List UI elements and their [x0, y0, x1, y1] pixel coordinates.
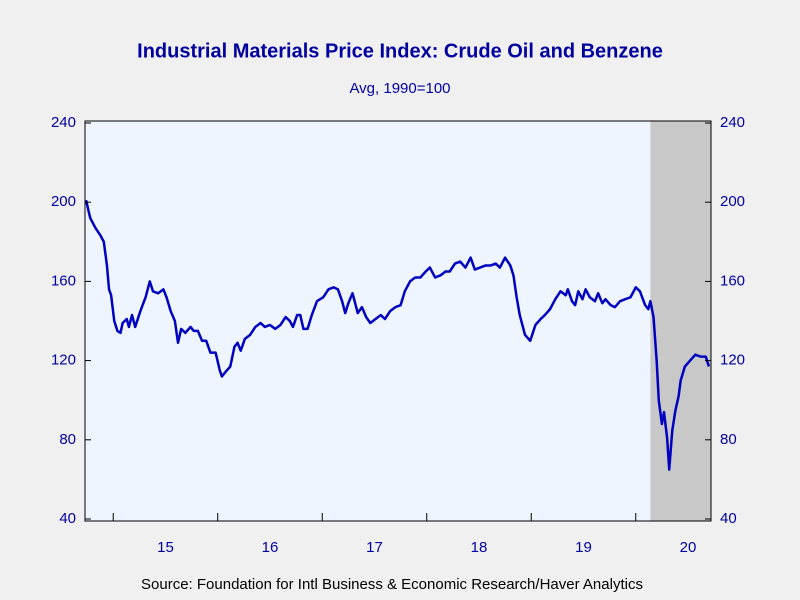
y-tick-label: 200	[51, 193, 76, 210]
x-tick-label: 16	[262, 539, 279, 556]
plot-frame	[84, 120, 712, 522]
y2-tick-label: 80	[720, 431, 737, 448]
y-tick-label: 120	[51, 352, 76, 369]
y-tick-label: 80	[59, 431, 76, 448]
y-tick-label: 240	[51, 114, 76, 131]
x-tick-label: 20	[680, 539, 697, 556]
y2-tick-label: 40	[720, 510, 737, 527]
series-line	[84, 199, 711, 471]
chart-subtitle: Avg, 1990=100	[349, 80, 450, 97]
y2-tick-label: 120	[720, 352, 745, 369]
x-tick-label: 18	[471, 539, 488, 556]
source: Source: Foundation for Intl Business & E…	[141, 576, 643, 593]
plot-layer	[84, 121, 711, 521]
y2-tick-label: 200	[720, 193, 745, 210]
y-tick-label: 160	[51, 272, 76, 289]
x-tick-label: 19	[575, 539, 592, 556]
plot-area	[85, 121, 711, 521]
chart-title: Industrial Materials Price Index: Crude …	[137, 40, 663, 62]
x-tick-label: 17	[366, 539, 383, 556]
x-tick-label: 15	[157, 539, 174, 556]
y-tick-label: 40	[59, 510, 76, 527]
recession-shading	[650, 121, 711, 521]
y2-tick-label: 240	[720, 114, 745, 131]
y2-tick-label: 160	[720, 272, 745, 289]
